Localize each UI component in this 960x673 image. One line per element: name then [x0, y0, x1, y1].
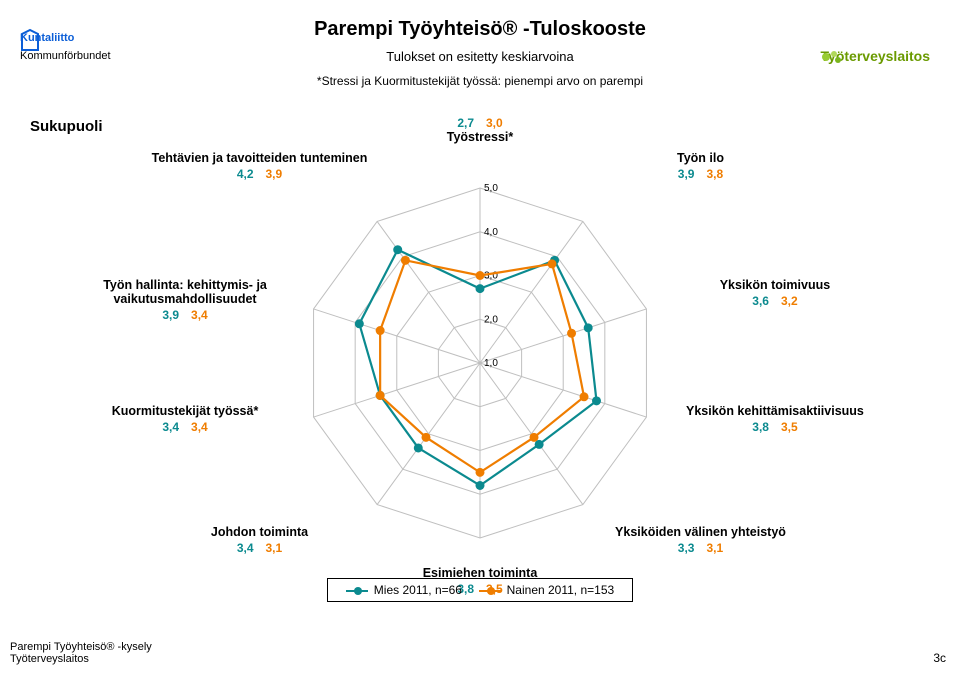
radar-chart: 1,02,03,04,05,0 2,73,0Työstressi*Työn il… [0, 148, 960, 578]
logo-tyoterveyslaitos: Työterveyslaitos [821, 48, 930, 64]
svg-text:5,0: 5,0 [484, 183, 498, 194]
legend-item-0: Mies 2011, n=66 [374, 583, 462, 597]
footer-line1: Parempi Työyhteisö® -kysely [10, 641, 152, 653]
axis-label-yksikon_kehittamisaktiivisuus: Yksikön kehittämisaktiivisuus3,83,5 [665, 404, 885, 434]
axis-label-tehtavien_tunteminen: Tehtävien ja tavoitteiden tunteminen4,23… [150, 151, 370, 181]
axis-label-yksikoiden_valinen_yhteistyo: Yksiköiden välinen yhteistyö3,33,1 [590, 525, 810, 555]
axis-label-tyon_ilo: Työn ilo3,93,8 [590, 151, 810, 181]
footer: Parempi Työyhteisö® -kysely Työterveysla… [10, 641, 152, 665]
legend-item-1: Nainen 2011, n=153 [507, 583, 615, 597]
page-number: 3c [933, 651, 946, 665]
page-subtitle: Tulokset on esitetty keskiarvoina [0, 49, 960, 64]
axis-label-yksikon_toimivuus: Yksikön toimivuus3,63,2 [665, 278, 885, 308]
svg-text:2,0: 2,0 [484, 314, 498, 325]
section-label: Sukupuoli [30, 118, 103, 135]
axis-label-johdon_toiminta: Johdon toiminta3,43,1 [150, 525, 370, 555]
page: { "logos":{ "left_line1":"Kuntaliitto", … [0, 18, 960, 673]
axis-label-kuormitustekijat: Kuormitustekijät työssä*3,43,4 [75, 404, 295, 434]
svg-text:1,0: 1,0 [484, 358, 498, 369]
svg-text:4,0: 4,0 [484, 227, 498, 238]
page-note: *Stressi ja Kuormitustekijät työssä: pie… [0, 74, 960, 88]
page-title: Parempi Työyhteisö® -Tuloskooste [0, 18, 960, 41]
logo-kuntaliitto: KuntaliittoKommunförbundet [20, 28, 111, 64]
axis-label-tyon_hallinta: Työn hallinta: kehittymis- javaikutusmah… [75, 278, 295, 322]
axis-label-tyostressi: 2,73,0Työstressi* [370, 114, 590, 144]
chart-legend: Mies 2011, n=66 Nainen 2011, n=153 [0, 578, 960, 602]
